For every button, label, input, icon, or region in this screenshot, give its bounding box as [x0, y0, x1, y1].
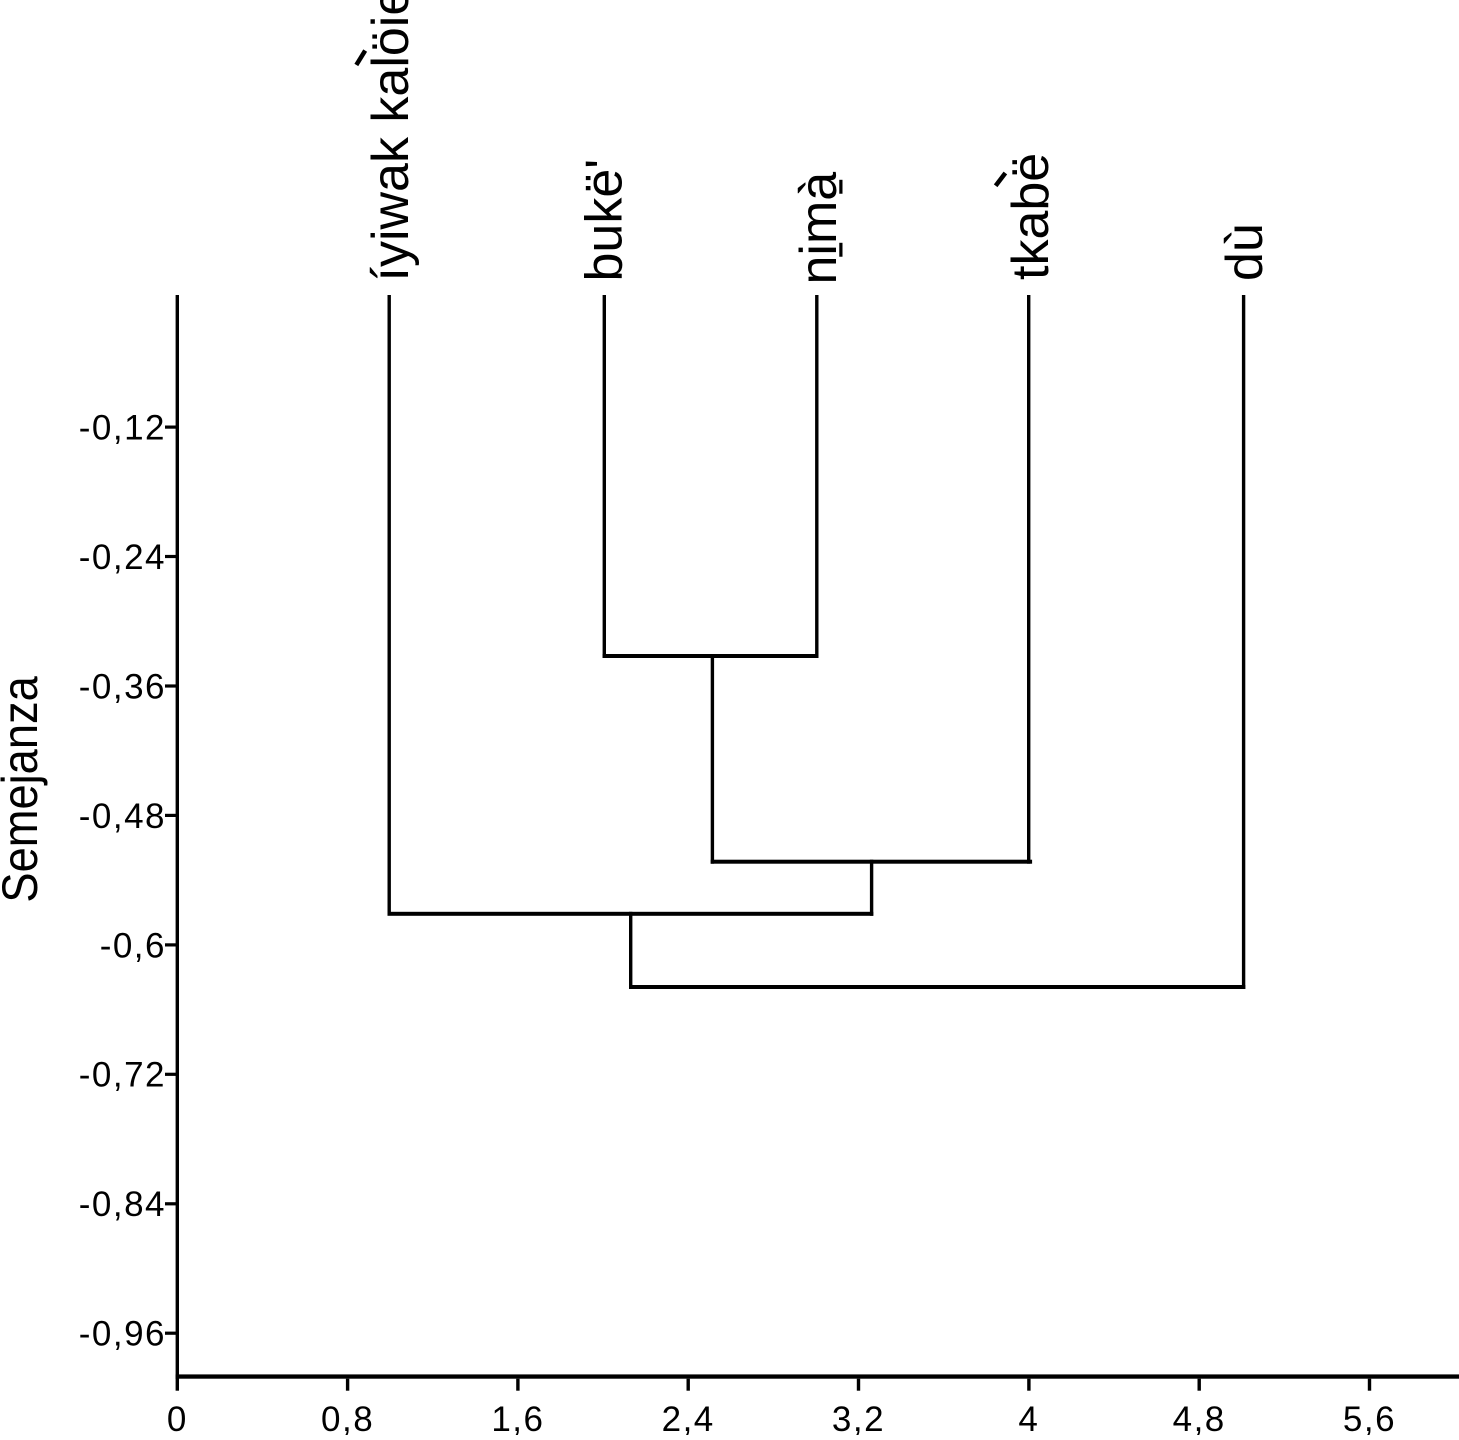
svg-text:0,8: 0,8 [321, 1400, 374, 1435]
svg-text:2,4: 2,4 [662, 1400, 715, 1435]
svg-text:0: 0 [167, 1400, 188, 1435]
svg-text:-0,96: -0,96 [79, 1315, 166, 1354]
svg-text:dù: dù [1216, 223, 1274, 281]
svg-text:Semejanza: Semejanza [0, 676, 49, 903]
svg-text:3,2: 3,2 [832, 1400, 885, 1435]
svg-text:-0,84: -0,84 [79, 1185, 166, 1224]
svg-text:5,6: 5,6 [1343, 1400, 1396, 1435]
svg-text:-0,48: -0,48 [79, 797, 166, 836]
svg-text:ni̱mà̱: ni̱mà̱ [790, 172, 848, 285]
svg-text:4: 4 [1018, 1400, 1039, 1435]
svg-text:tkabë: tkabë [1002, 153, 1060, 280]
svg-text:4,8: 4,8 [1173, 1400, 1226, 1435]
svg-text:-0,72: -0,72 [79, 1056, 166, 1095]
svg-text:1,6: 1,6 [491, 1400, 544, 1435]
svg-text:bukë': bukë' [576, 159, 634, 282]
svg-text:-0,36: -0,36 [79, 667, 166, 706]
svg-text:-0,24: -0,24 [79, 538, 166, 577]
svg-text:-0,12: -0,12 [79, 409, 166, 448]
svg-text:-0,6: -0,6 [100, 926, 166, 965]
svg-text:íyiwak kalöie: íyiwak kalöie [362, 0, 420, 282]
